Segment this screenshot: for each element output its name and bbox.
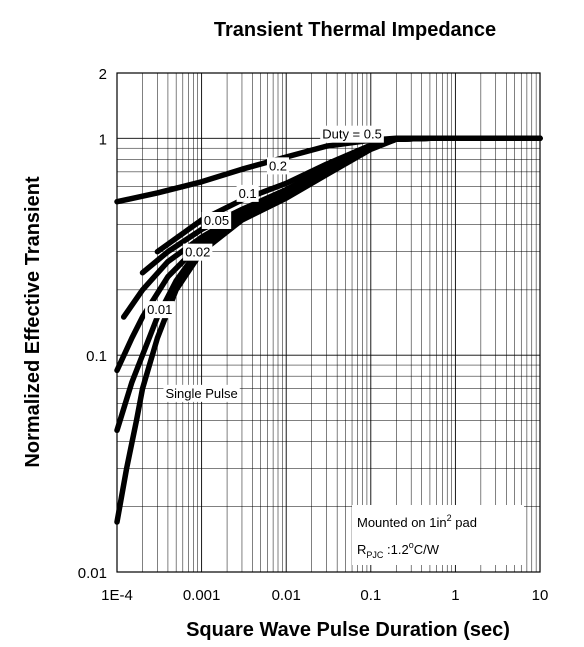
series-label-bg [183,243,213,261]
x-tick-labels: 1E-4 0.001 0.01 0.1 1 10 [101,587,548,604]
series-label-4: 0.02 [183,243,213,261]
x-tick-label: 0.1 [360,587,381,604]
series-label-bg [320,125,384,143]
x-tick-label: 0.01 [272,587,301,604]
y-axis-label: Normalized Effective Transient [22,176,44,468]
series-line-6 [114,135,543,525]
series-label-bg [266,157,290,175]
annotation-box [352,505,524,565]
y-tick-label: 2 [99,66,107,83]
series-label-5: 0.01 [145,301,175,319]
series-label-bg [201,211,232,229]
series-lines [114,135,543,525]
series-label-text: Single Pulse [165,386,237,401]
chart-title: Transient Thermal Impedance [214,19,496,41]
x-tick-label: 10 [532,587,549,604]
series-label-text: 0.01 [147,302,172,317]
series-label-bg [145,301,175,319]
series-label-bg [236,184,259,202]
series-label-bg [163,384,240,402]
mounting-annotation: Mounted on 1in2 pad RPJC :1.2oC/W [352,505,524,565]
series-label-1: 0.2 [266,157,290,175]
annotation-line-1: Mounted on 1in2 pad [357,513,477,530]
plot-background [117,73,540,572]
series-label-0: Duty = 0.5 [320,125,384,143]
plot-frame [116,72,541,573]
series-label-text: 0.2 [269,158,287,173]
annotation-line-2: RPJC :1.2oC/W [357,540,440,560]
series-label-2: 0.1 [236,184,259,202]
y-tick-labels: 0.01 0.1 1 2 [78,66,107,582]
y-tick-label: 0.01 [78,565,107,582]
series-label-text: 0.05 [204,213,229,228]
y-tick-label: 0.1 [86,348,107,365]
series-label-text: Duty = 0.5 [322,127,382,142]
series-label-6: Single Pulse [163,384,240,402]
series-label-3: 0.05 [201,211,232,229]
series-labels: Duty = 0.5 0.2 0.1 0.05 0.02 0.01 Single Pulse [145,125,384,402]
y-tick-label: 1 [99,131,107,148]
series-label-text: 0.02 [185,245,210,260]
x-tick-label: 1 [451,587,459,604]
x-axis-label: Square Wave Pulse Duration (sec) [186,619,510,641]
x-tick-label: 0.001 [183,587,221,604]
series-label-text: 0.1 [239,186,257,201]
x-tick-label: 1E-4 [101,587,133,604]
